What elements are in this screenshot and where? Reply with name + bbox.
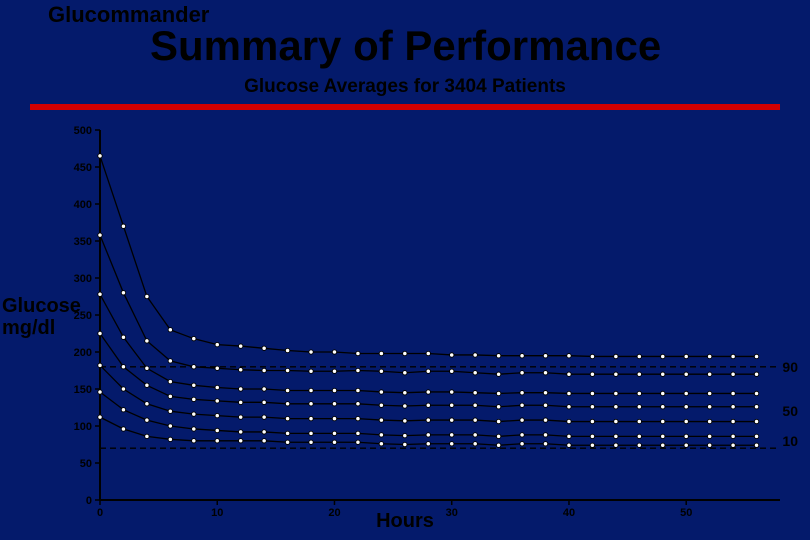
glucose-chart: 0 50 100 150 200 250 300 350 400 450 500 0 10 20 30 40 5…	[0, 0, 810, 540]
svg-text:0: 0	[86, 495, 92, 507]
svg-text:50: 50	[80, 458, 92, 470]
percentile-tick-50: 50	[782, 403, 798, 419]
svg-text:350: 350	[74, 236, 92, 248]
percentile-tick-10: 10	[782, 433, 798, 449]
svg-text:20: 20	[328, 507, 340, 519]
svg-text:10: 10	[211, 507, 223, 519]
svg-text:200: 200	[74, 347, 92, 359]
svg-text:100: 100	[74, 421, 92, 433]
svg-text:300: 300	[74, 273, 92, 285]
svg-text:250: 250	[74, 310, 92, 322]
svg-text:400: 400	[74, 199, 92, 211]
svg-text:450: 450	[74, 162, 92, 174]
svg-text:50: 50	[680, 507, 692, 519]
svg-text:150: 150	[74, 384, 92, 396]
svg-text:500: 500	[74, 125, 92, 137]
percentile-tick-90: 90	[782, 359, 798, 375]
svg-text:30: 30	[446, 507, 458, 519]
svg-text:0: 0	[97, 507, 103, 519]
svg-text:40: 40	[563, 507, 575, 519]
